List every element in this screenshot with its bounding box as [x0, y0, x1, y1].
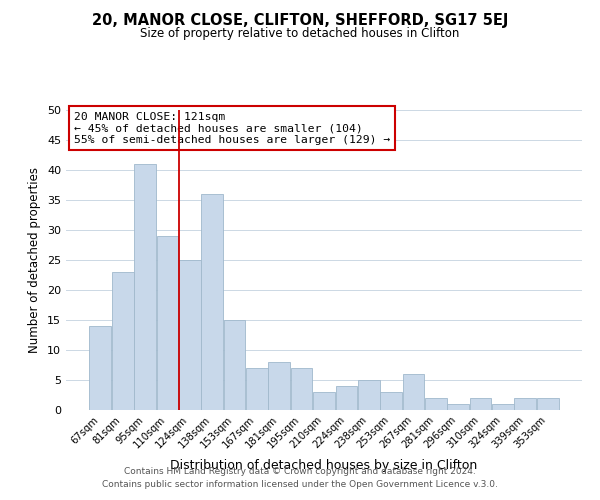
Bar: [89, 326, 111, 410]
Bar: [425, 398, 446, 410]
Bar: [537, 398, 559, 410]
Text: Contains public sector information licensed under the Open Government Licence v.: Contains public sector information licen…: [102, 480, 498, 489]
Text: 20 MANOR CLOSE: 121sqm
← 45% of detached houses are smaller (104)
55% of semi-de: 20 MANOR CLOSE: 121sqm ← 45% of detached…: [74, 112, 390, 144]
Bar: [224, 320, 245, 410]
Bar: [335, 386, 357, 410]
Text: Size of property relative to detached houses in Clifton: Size of property relative to detached ho…: [140, 28, 460, 40]
Bar: [380, 392, 402, 410]
Bar: [448, 404, 469, 410]
Bar: [291, 368, 313, 410]
Bar: [202, 194, 223, 410]
Bar: [403, 374, 424, 410]
Bar: [492, 404, 514, 410]
Bar: [313, 392, 335, 410]
Bar: [134, 164, 156, 410]
Bar: [358, 380, 380, 410]
Bar: [246, 368, 268, 410]
Bar: [268, 362, 290, 410]
X-axis label: Distribution of detached houses by size in Clifton: Distribution of detached houses by size …: [170, 459, 478, 472]
Bar: [112, 272, 134, 410]
Text: 20, MANOR CLOSE, CLIFTON, SHEFFORD, SG17 5EJ: 20, MANOR CLOSE, CLIFTON, SHEFFORD, SG17…: [92, 12, 508, 28]
Bar: [470, 398, 491, 410]
Text: Contains HM Land Registry data © Crown copyright and database right 2024.: Contains HM Land Registry data © Crown c…: [124, 467, 476, 476]
Y-axis label: Number of detached properties: Number of detached properties: [28, 167, 41, 353]
Bar: [179, 260, 200, 410]
Bar: [514, 398, 536, 410]
Bar: [157, 236, 178, 410]
